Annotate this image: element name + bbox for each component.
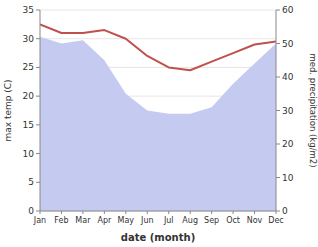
chart-svg: 0 5 10 15 20 25 30 35 0 10 20 30 40 50 60 Jan Feb Mar Apr M… bbox=[0, 0, 318, 247]
y2-tick bbox=[276, 10, 280, 11]
x-axis-line bbox=[40, 211, 276, 212]
x-tick bbox=[104, 211, 105, 214]
y2-axis-title: med. precipitation (kg/m2) bbox=[308, 53, 318, 167]
x-tick bbox=[190, 211, 191, 214]
y-tick bbox=[36, 96, 40, 97]
y2-tick bbox=[276, 144, 280, 145]
y-tick bbox=[36, 10, 40, 11]
y-tick-label: 30 bbox=[23, 34, 35, 44]
x-tick-label: Dec bbox=[268, 216, 283, 225]
y-tick-label: 35 bbox=[23, 5, 34, 15]
y2-tick bbox=[276, 110, 280, 111]
x-tick-label: Nov bbox=[247, 216, 263, 225]
y-tick bbox=[36, 153, 40, 154]
x-tick-label: Sep bbox=[204, 216, 219, 225]
y2-tick-label: 30 bbox=[282, 106, 294, 116]
x-tick-label: Oct bbox=[226, 216, 240, 225]
x-tick-label: Mar bbox=[75, 216, 91, 225]
y2-tick-label: 60 bbox=[282, 5, 294, 15]
x-tick bbox=[147, 211, 148, 214]
y-tick-label: 15 bbox=[23, 120, 34, 130]
y2-tick-label: 40 bbox=[282, 72, 294, 82]
y-tick bbox=[36, 124, 40, 125]
grid bbox=[40, 10, 276, 211]
y-tick-label: 20 bbox=[23, 91, 35, 101]
grid-line bbox=[40, 38, 276, 39]
y2-tick-label: 50 bbox=[282, 39, 294, 49]
y-tick-label: 0 bbox=[28, 206, 34, 216]
y2-tick-label: 20 bbox=[282, 139, 294, 149]
x-tick bbox=[276, 211, 277, 214]
precip-area bbox=[40, 37, 276, 211]
y2-tick bbox=[276, 43, 280, 44]
grid-line bbox=[40, 10, 276, 11]
x-tick-label: Jul bbox=[163, 216, 174, 225]
x-tick bbox=[40, 211, 41, 214]
y-axis-line bbox=[40, 10, 41, 211]
x-tick bbox=[168, 211, 169, 214]
x-tick bbox=[233, 211, 234, 214]
y-tick-label: 5 bbox=[28, 177, 34, 187]
y2-tick bbox=[276, 77, 280, 78]
y-tick bbox=[36, 182, 40, 183]
x-tick bbox=[254, 211, 255, 214]
y2-tick-label: 10 bbox=[282, 173, 294, 183]
x-tick-label: Aug bbox=[182, 216, 198, 225]
y2-tick bbox=[276, 177, 280, 178]
x-tick-label: Apr bbox=[97, 216, 112, 225]
y2-tick bbox=[276, 211, 280, 212]
y2-axis-line bbox=[276, 10, 277, 211]
x-tick-label: Feb bbox=[54, 216, 68, 225]
x-tick bbox=[125, 211, 126, 214]
chart-container: 0 5 10 15 20 25 30 35 0 10 20 30 40 50 60 Jan Feb Mar Apr M… bbox=[0, 0, 318, 247]
x-tick-label: Jun bbox=[140, 216, 154, 225]
y-tick-label: 10 bbox=[23, 149, 35, 159]
y-tick bbox=[36, 38, 40, 39]
x-tick bbox=[61, 211, 62, 214]
x-tick bbox=[82, 211, 83, 214]
grid-line bbox=[40, 211, 276, 212]
x-tick bbox=[211, 211, 212, 214]
x-tick-label: Jan bbox=[33, 216, 46, 225]
y-axis-title: max temp (C) bbox=[3, 79, 13, 141]
x-tick-label: May bbox=[118, 216, 135, 225]
plot-data bbox=[40, 24, 276, 211]
temp-line bbox=[40, 24, 276, 70]
y-tick-label: 25 bbox=[23, 62, 34, 72]
y-tick bbox=[36, 67, 40, 68]
x-axis-title: date (month) bbox=[121, 232, 195, 243]
y-tick bbox=[36, 211, 40, 212]
y2-tick-label: 0 bbox=[282, 206, 288, 216]
